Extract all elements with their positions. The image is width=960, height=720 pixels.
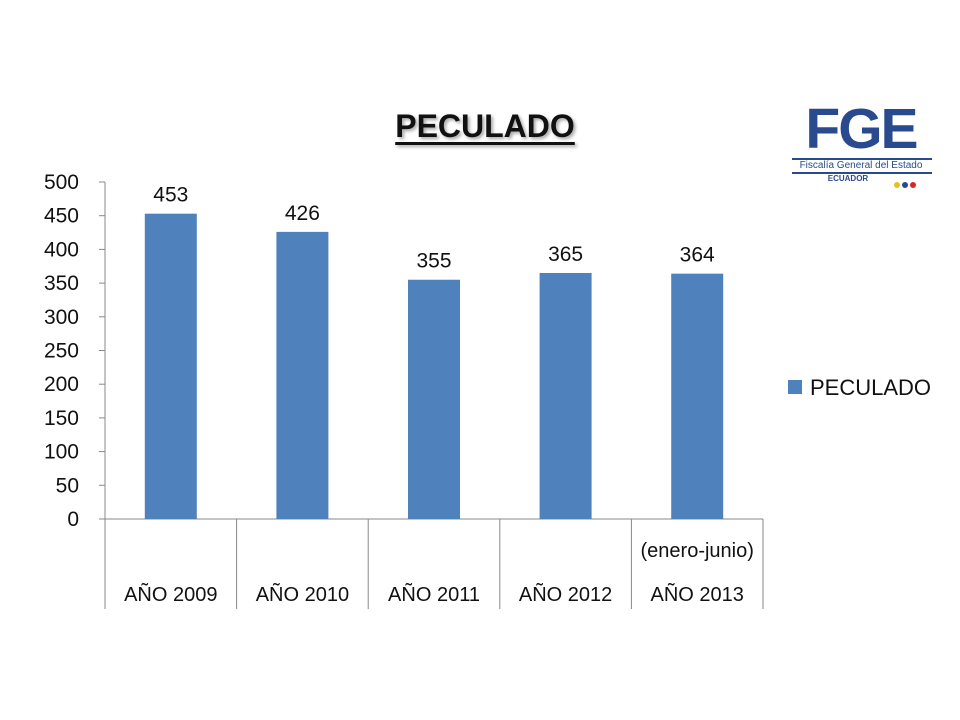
- bar: [276, 231, 329, 519]
- logo-country: ECUADOR: [827, 174, 869, 183]
- data-label: 355: [416, 250, 451, 273]
- y-tick-label: 100: [44, 441, 79, 464]
- data-label: 365: [548, 243, 583, 266]
- y-tick-label: 400: [44, 238, 79, 261]
- fge-logo: FGE Fiscalía General del Estado ECUADOR: [788, 97, 934, 188]
- logo-rule-bottom: [792, 172, 932, 174]
- y-tick-label: 300: [44, 306, 79, 329]
- logo-acronym: FGE: [805, 97, 918, 161]
- data-label: 426: [285, 202, 320, 225]
- category-label: AÑO 2009: [124, 582, 217, 606]
- y-tick-label: 450: [44, 205, 79, 228]
- y-tick-label: 350: [44, 272, 79, 295]
- chart-title: PECULADO: [395, 108, 575, 144]
- category-label: AÑO 2011: [388, 582, 480, 606]
- y-tick-label: 250: [44, 340, 79, 363]
- y-tick-label: 200: [44, 373, 79, 396]
- category-note: (enero-junio): [641, 540, 754, 562]
- category-label: AÑO 2013: [651, 582, 744, 606]
- y-tick-label: 500: [44, 171, 79, 194]
- category-label: AÑO 2010: [256, 582, 349, 606]
- bar: [144, 213, 197, 520]
- bar: [671, 273, 724, 519]
- logo-rule-top: [792, 158, 932, 160]
- logo-full-name: Fiscalía General del Estado: [799, 160, 923, 171]
- logo-dot-red: [910, 182, 916, 188]
- y-tick-label: 150: [44, 407, 79, 430]
- category-label: AÑO 2012: [519, 582, 612, 606]
- logo-dot-blue: [902, 182, 908, 188]
- legend-label: PECULADO: [810, 375, 931, 400]
- y-tick-label: 50: [56, 474, 79, 497]
- logo-dots: [894, 175, 918, 188]
- bar: [539, 272, 592, 519]
- data-label: 364: [680, 244, 715, 267]
- bar: [408, 279, 460, 519]
- data-label: 453: [153, 184, 188, 207]
- y-tick-label: 0: [67, 508, 79, 531]
- logo-dot-yellow: [894, 182, 900, 188]
- legend-swatch: [788, 380, 802, 394]
